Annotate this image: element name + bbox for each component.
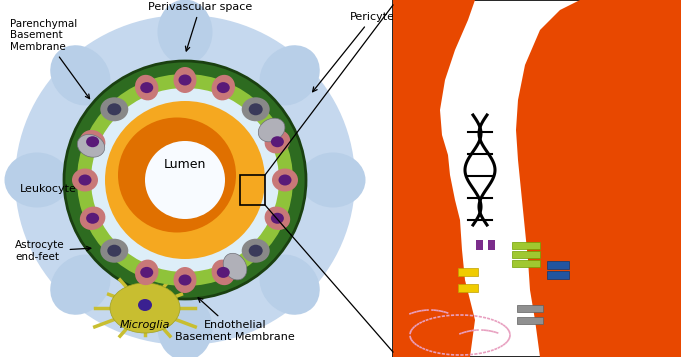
Polygon shape bbox=[516, 0, 681, 357]
FancyBboxPatch shape bbox=[512, 260, 540, 267]
Text: Lumen: Lumen bbox=[164, 159, 206, 171]
Text: PECAM-1: PECAM-1 bbox=[560, 131, 604, 266]
Ellipse shape bbox=[110, 283, 180, 333]
Ellipse shape bbox=[135, 75, 159, 100]
Ellipse shape bbox=[50, 255, 110, 315]
Text: ZO-1,2,3: ZO-1,2,3 bbox=[407, 282, 469, 307]
Ellipse shape bbox=[259, 255, 320, 315]
Ellipse shape bbox=[271, 213, 284, 224]
Ellipse shape bbox=[86, 213, 99, 224]
Ellipse shape bbox=[259, 45, 320, 105]
Ellipse shape bbox=[212, 260, 235, 285]
Text: Microglia: Microglia bbox=[120, 320, 170, 330]
Ellipse shape bbox=[265, 207, 290, 230]
Text: Claudins
&
occludin: Claudins & occludin bbox=[407, 52, 474, 156]
Ellipse shape bbox=[145, 141, 225, 219]
Ellipse shape bbox=[80, 130, 106, 154]
Ellipse shape bbox=[64, 61, 306, 299]
FancyBboxPatch shape bbox=[517, 305, 543, 312]
Ellipse shape bbox=[300, 152, 366, 207]
Ellipse shape bbox=[223, 253, 247, 280]
Text: Endothelial cell: Endothelial cell bbox=[102, 201, 188, 222]
Text: Leukocyte: Leukocyte bbox=[20, 178, 84, 194]
FancyBboxPatch shape bbox=[517, 317, 543, 324]
Ellipse shape bbox=[174, 67, 197, 93]
Ellipse shape bbox=[108, 103, 121, 115]
Text: Perivascular space: Perivascular space bbox=[148, 2, 252, 51]
Ellipse shape bbox=[217, 267, 229, 278]
Ellipse shape bbox=[91, 88, 279, 272]
Ellipse shape bbox=[242, 239, 270, 263]
Ellipse shape bbox=[212, 75, 235, 100]
FancyBboxPatch shape bbox=[458, 284, 478, 292]
Text: Catenins: Catenins bbox=[447, 315, 531, 332]
Ellipse shape bbox=[78, 175, 91, 186]
Ellipse shape bbox=[138, 299, 152, 311]
Ellipse shape bbox=[242, 97, 270, 121]
Ellipse shape bbox=[72, 169, 98, 191]
Ellipse shape bbox=[86, 136, 99, 147]
FancyBboxPatch shape bbox=[547, 271, 569, 279]
Ellipse shape bbox=[249, 245, 263, 257]
FancyBboxPatch shape bbox=[458, 268, 478, 276]
Ellipse shape bbox=[157, 296, 212, 357]
Ellipse shape bbox=[272, 169, 298, 191]
Ellipse shape bbox=[15, 15, 355, 345]
Text: Pericyte: Pericyte bbox=[313, 12, 395, 92]
Ellipse shape bbox=[105, 101, 265, 259]
Ellipse shape bbox=[271, 136, 284, 147]
Text: Astrocyte
end-feet: Astrocyte end-feet bbox=[15, 240, 91, 262]
Ellipse shape bbox=[5, 152, 69, 207]
FancyBboxPatch shape bbox=[512, 242, 540, 249]
Ellipse shape bbox=[80, 207, 106, 230]
Polygon shape bbox=[393, 0, 475, 357]
Ellipse shape bbox=[249, 103, 263, 115]
Ellipse shape bbox=[140, 267, 153, 278]
Text: Parenchymal
Basement
Membrane: Parenchymal Basement Membrane bbox=[10, 19, 89, 99]
Ellipse shape bbox=[178, 75, 191, 85]
Ellipse shape bbox=[118, 117, 236, 232]
Ellipse shape bbox=[265, 130, 290, 154]
Ellipse shape bbox=[100, 239, 128, 263]
Ellipse shape bbox=[157, 0, 212, 65]
Text: Endothelial
Basement Membrane: Endothelial Basement Membrane bbox=[175, 298, 295, 342]
Ellipse shape bbox=[279, 175, 291, 186]
Ellipse shape bbox=[258, 118, 285, 142]
FancyBboxPatch shape bbox=[547, 261, 569, 269]
Ellipse shape bbox=[140, 82, 153, 93]
Ellipse shape bbox=[78, 134, 105, 157]
FancyBboxPatch shape bbox=[512, 251, 540, 258]
FancyBboxPatch shape bbox=[488, 240, 495, 250]
FancyBboxPatch shape bbox=[393, 0, 681, 357]
Ellipse shape bbox=[100, 97, 128, 121]
Text: VE-cadherin: VE-cadherin bbox=[548, 141, 628, 260]
Ellipse shape bbox=[50, 45, 110, 105]
Ellipse shape bbox=[178, 275, 191, 286]
FancyBboxPatch shape bbox=[476, 240, 483, 250]
Ellipse shape bbox=[174, 267, 197, 293]
Ellipse shape bbox=[135, 260, 159, 285]
Text: JAMs & ESAM: JAMs & ESAM bbox=[482, 122, 538, 238]
Ellipse shape bbox=[217, 82, 229, 93]
Ellipse shape bbox=[77, 74, 293, 286]
Ellipse shape bbox=[108, 245, 121, 257]
